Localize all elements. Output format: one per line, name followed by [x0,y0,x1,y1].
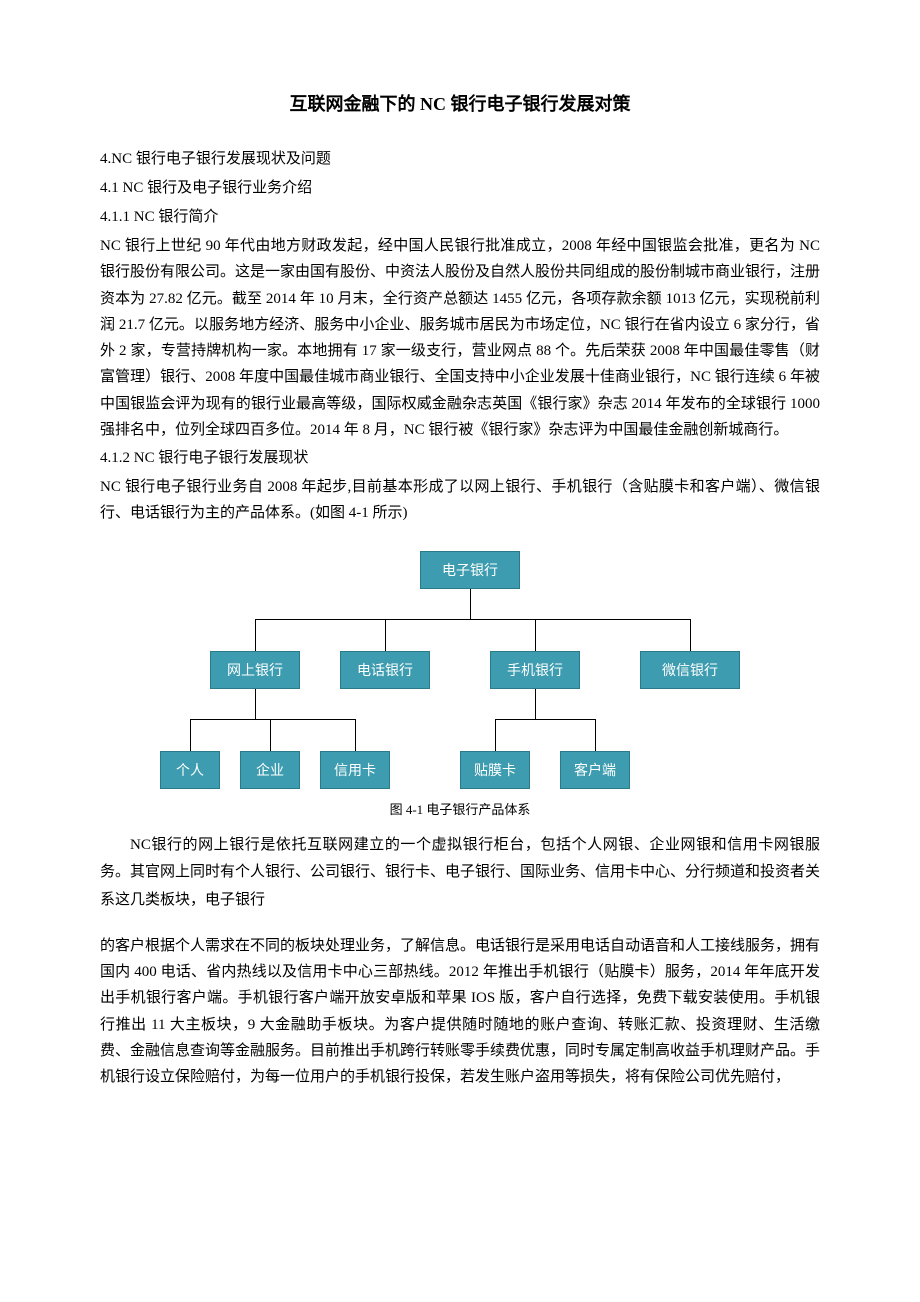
connector-v_l3a [190,719,191,751]
heading-4-1: 4.1 NC 银行及电子银行业务介绍 [100,175,820,202]
paragraph-412-b: NC银行的网上银行是依托互联网建立的一个虚拟银行柜台，包括个人网银、企业网银和信… [100,832,820,915]
diagram-container: 电子银行网上银行 电话银行 手机银行 微信银行个人企业信用卡 贴膜卡客户端 图 4-1 … [100,551,820,818]
heading-4-1-1: 4.1.1 NC 银行简介 [100,204,820,231]
connector-v_l2c [535,619,536,651]
tree-diagram: 电子银行网上银行 电话银行 手机银行 微信银行个人企业信用卡 贴膜卡客户端 [160,551,760,791]
tree-node-l3d: 贴膜卡 [460,751,530,789]
connector-h_l2 [255,619,690,620]
tree-node-l2a: 网上银行 [210,651,300,689]
tree-node-l3a: 个人 [160,751,220,789]
heading-4-1-2: 4.1.2 NC 银行电子银行发展现状 [100,445,820,472]
connector-v_l2a [255,619,256,651]
tree-node-l3b: 企业 [240,751,300,789]
connector-v_l3e [595,719,596,751]
tree-node-root: 电子银行 [420,551,520,589]
connector-l2a_down [255,689,256,719]
connector-v_l3b [270,719,271,751]
tree-node-l2c: 手机银行 [490,651,580,689]
tree-node-l2b: 电话银行 [340,651,430,689]
tree-node-l2d: 微信银行 [640,651,740,689]
connector-v_l2b [385,619,386,651]
connector-v_l3c [355,719,356,751]
tree-node-l3c: 信用卡 [320,751,390,789]
document-page: 互联网金融下的 NC 银行电子银行发展对策 4.NC 银行电子银行发展现状及问题… [0,0,920,1150]
page-title: 互联网金融下的 NC 银行电子银行发展对策 [100,90,820,116]
connector-l2c_down [535,689,536,719]
paragraph-412-c: 的客户根据个人需求在不同的板块处理业务，了解信息。电话银行是采用电话自动语音和人… [100,933,820,1091]
paragraph-411: NC 银行上世纪 90 年代由地方财政发起，经中国人民银行批准成立，2008 年… [100,233,820,443]
tree-node-l3e: 客户端 [560,751,630,789]
connector-h_l3right [495,719,595,720]
connector-root_down [470,589,471,619]
figure-caption: 图 4-1 电子银行产品体系 [100,799,820,818]
heading-4: 4.NC 银行电子银行发展现状及问题 [100,146,820,173]
connector-h_l3left [190,719,355,720]
connector-v_l3d [495,719,496,751]
connector-v_l2d [690,619,691,651]
paragraph-412-a: NC 银行电子银行业务自 2008 年起步,目前基本形成了以网上银行、手机银行（… [100,474,820,527]
